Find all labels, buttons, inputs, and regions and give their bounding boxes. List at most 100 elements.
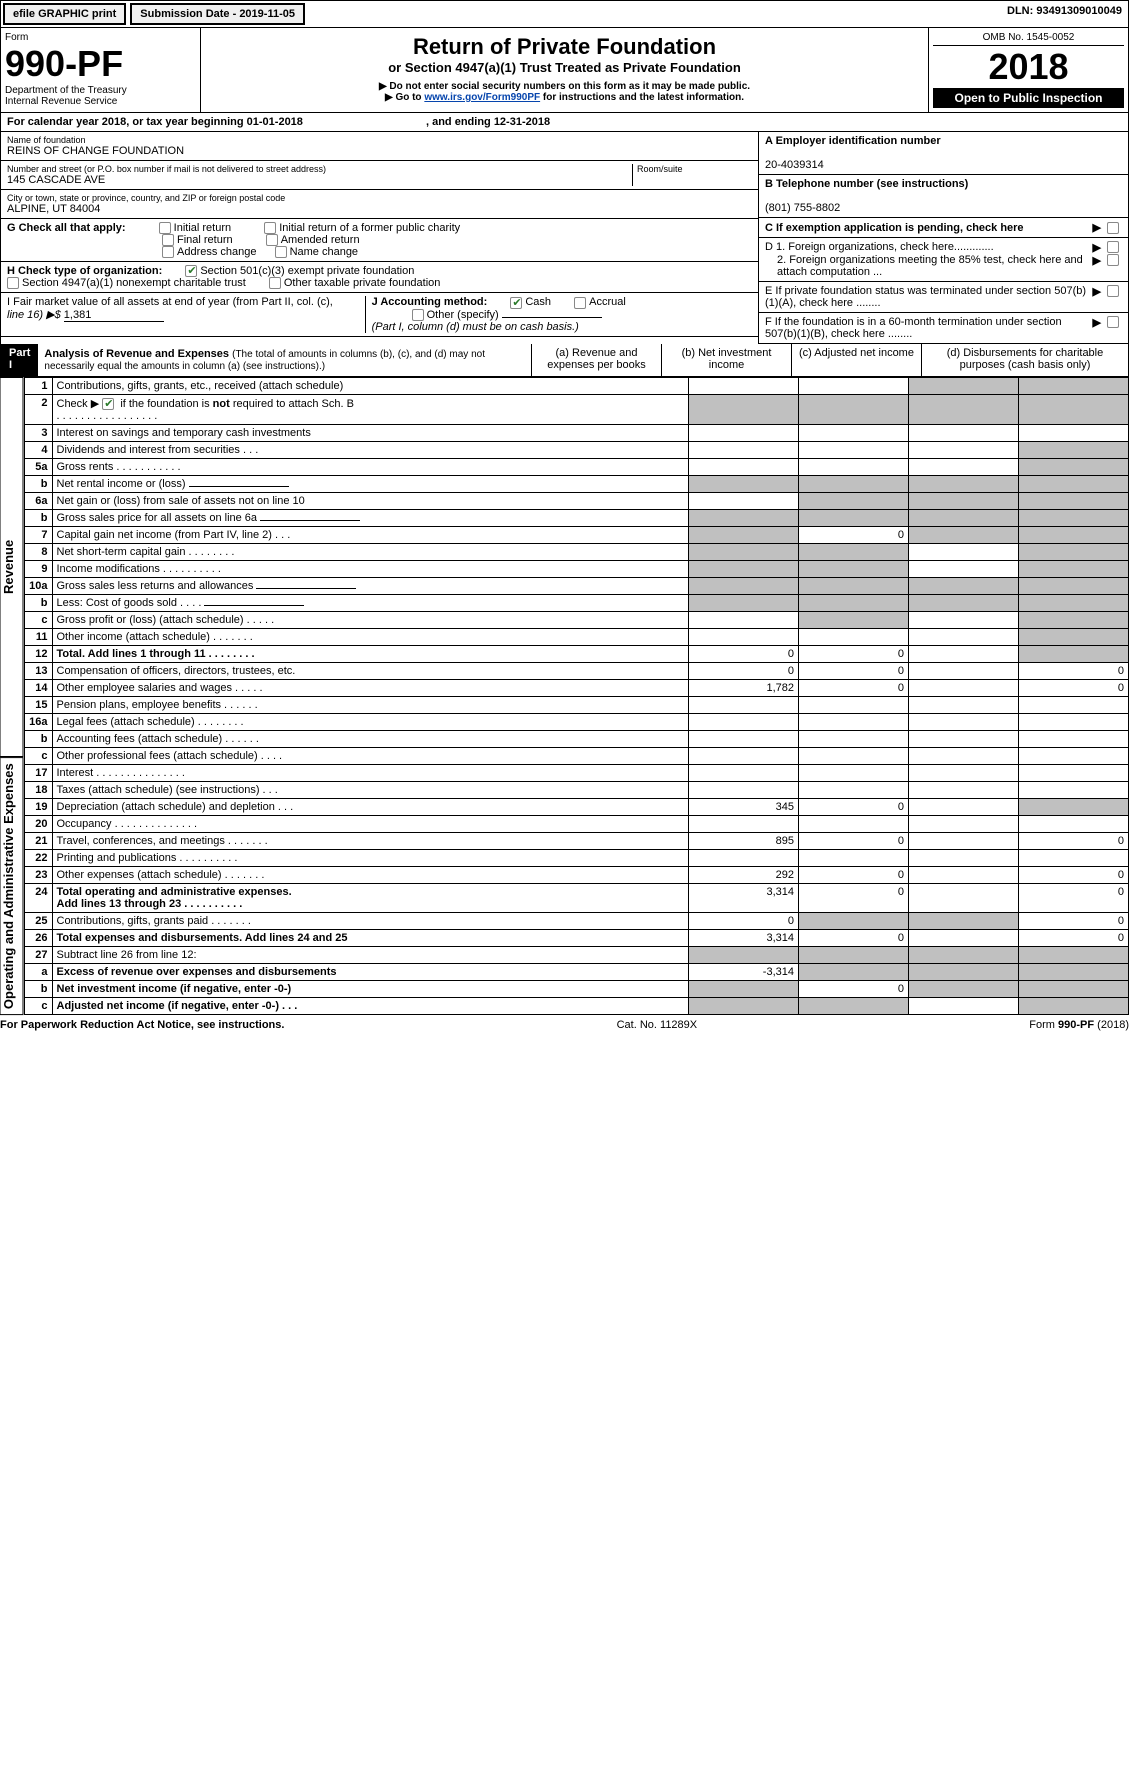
row-desc: Excess of revenue over expenses and disb…: [52, 964, 689, 981]
h-o2: Section 4947(a)(1) nonexempt charitable …: [22, 277, 246, 289]
city-label: City or town, state or province, country…: [7, 193, 752, 203]
efile-print-button[interactable]: efile GRAPHIC print: [3, 3, 126, 25]
f-checkbox[interactable]: [1107, 316, 1119, 328]
j-accrual-checkbox[interactable]: [574, 297, 586, 309]
form-word: Form: [5, 32, 196, 43]
expenses-side-label: Operating and Administrative Expenses: [0, 757, 24, 1015]
topbar: efile GRAPHIC print Submission Date - 20…: [0, 0, 1129, 28]
i-line16: line 16) ▶$: [7, 309, 64, 321]
i-label: I Fair market value of all assets at end…: [7, 296, 333, 308]
row-desc: Dividends and interest from securities .…: [52, 442, 689, 459]
e-checkbox[interactable]: [1107, 285, 1119, 297]
col-c-val: [909, 998, 1019, 1015]
g-final-return-checkbox[interactable]: [162, 234, 174, 246]
h-4947-checkbox[interactable]: [7, 277, 19, 289]
col-c-val: [909, 510, 1019, 527]
c-checkbox[interactable]: [1107, 222, 1119, 234]
col-a-val: [689, 493, 799, 510]
g-o1: Initial return: [174, 222, 231, 234]
submission-date-button[interactable]: Submission Date - 2019-11-05: [130, 3, 305, 25]
row-desc: Travel, conferences, and meetings . . . …: [52, 833, 689, 850]
d2-label: 2. Foreign organizations meeting the 85%…: [765, 254, 1093, 278]
col-b-val: [799, 731, 909, 748]
row-desc: Adjusted net income (if negative, enter …: [52, 998, 689, 1015]
sch-b-checkbox[interactable]: [102, 398, 114, 410]
row-desc: Total. Add lines 1 through 11 . . . . . …: [52, 646, 689, 663]
arrow-icon: ▶: [1093, 316, 1101, 340]
row-desc: Pension plans, employee benefits . . . .…: [52, 697, 689, 714]
col-a-val: [689, 459, 799, 476]
instructions-link[interactable]: www.irs.gov/Form990PF: [424, 92, 540, 103]
g-o2: Initial return of a former public charit…: [279, 222, 460, 234]
row-num: 16a: [24, 714, 52, 731]
table-row: 15Pension plans, employee benefits . . .…: [24, 697, 1129, 714]
col-d-val: [1019, 459, 1129, 476]
col-d-val: [1019, 697, 1129, 714]
g-o5: Address change: [177, 246, 257, 258]
g-initial-former-checkbox[interactable]: [264, 222, 276, 234]
section-ij: I Fair market value of all assets at end…: [1, 293, 758, 336]
part1-heading: Analysis of Revenue and Expenses: [44, 348, 229, 360]
col-b-val: [799, 510, 909, 527]
row-desc: Net rental income or (loss): [52, 476, 689, 493]
table-row: cOther professional fees (attach schedul…: [24, 748, 1129, 765]
col-a-val: [689, 782, 799, 799]
table-row: 6aNet gain or (loss) from sale of assets…: [24, 493, 1129, 510]
col-c-val: [909, 913, 1019, 930]
row-num: 2: [24, 395, 52, 425]
col-b-val: 0: [799, 884, 909, 913]
j-cash-checkbox[interactable]: [510, 297, 522, 309]
table-row: 20Occupancy . . . . . . . . . . . . . .: [24, 816, 1129, 833]
j-other-checkbox[interactable]: [412, 309, 424, 321]
row-desc: Subtract line 26 from line 12:: [52, 947, 689, 964]
arrow-icon: ▶: [1093, 254, 1101, 278]
part1-table: 1Contributions, gifts, grants, etc., rec…: [24, 377, 1129, 1015]
row-desc: Depreciation (attach schedule) and deple…: [52, 799, 689, 816]
h-501c3-checkbox[interactable]: [185, 265, 197, 277]
table-row: 4Dividends and interest from securities …: [24, 442, 1129, 459]
row-num: 18: [24, 782, 52, 799]
g-initial-return-checkbox[interactable]: [159, 222, 171, 234]
section-h: H Check type of organization: Section 50…: [1, 262, 758, 293]
col-a-val: [689, 748, 799, 765]
col-a-val: [689, 544, 799, 561]
row-desc: Net investment income (if negative, ente…: [52, 981, 689, 998]
j-cash: Cash: [525, 296, 551, 308]
g-name-change-checkbox[interactable]: [275, 246, 287, 258]
open-inspection-banner: Open to Public Inspection: [933, 88, 1124, 108]
table-row: 25Contributions, gifts, grants paid . . …: [24, 913, 1129, 930]
col-b-val: [799, 998, 909, 1015]
col-a-val: [689, 395, 799, 425]
col-c-val: [909, 663, 1019, 680]
table-row: bGross sales price for all assets on lin…: [24, 510, 1129, 527]
row-desc: Printing and publications . . . . . . . …: [52, 850, 689, 867]
table-row: 21Travel, conferences, and meetings . . …: [24, 833, 1129, 850]
row-desc: Contributions, gifts, grants, etc., rece…: [52, 378, 689, 395]
d1-checkbox[interactable]: [1107, 241, 1119, 253]
city-state-zip: ALPINE, UT 84004: [7, 203, 752, 215]
calendar-year-row: For calendar year 2018, or tax year begi…: [0, 113, 1129, 132]
col-c-val: [909, 981, 1019, 998]
g-address-change-checkbox[interactable]: [162, 246, 174, 258]
row-desc: Interest on savings and temporary cash i…: [52, 425, 689, 442]
i-value: 1,381: [64, 309, 164, 322]
row-num: 25: [24, 913, 52, 930]
room-label: Room/suite: [637, 164, 752, 174]
g-o4: Amended return: [281, 234, 360, 246]
row-num: 22: [24, 850, 52, 867]
col-a-val: [689, 425, 799, 442]
h-o1: Section 501(c)(3) exempt private foundat…: [200, 265, 414, 277]
col-b-val: 0: [799, 799, 909, 816]
col-a-val: 345: [689, 799, 799, 816]
g-amended-checkbox[interactable]: [266, 234, 278, 246]
row-num: 20: [24, 816, 52, 833]
col-d-val: 0: [1019, 930, 1129, 947]
h-other-checkbox[interactable]: [269, 277, 281, 289]
form-note-1: ▶ Do not enter social security numbers o…: [207, 81, 922, 92]
col-a-val: [689, 765, 799, 782]
part1-desc: Analysis of Revenue and Expenses (The to…: [38, 344, 531, 376]
col-d-val: [1019, 544, 1129, 561]
d2-checkbox[interactable]: [1107, 254, 1119, 266]
col-a-val: [689, 578, 799, 595]
row-num: 17: [24, 765, 52, 782]
